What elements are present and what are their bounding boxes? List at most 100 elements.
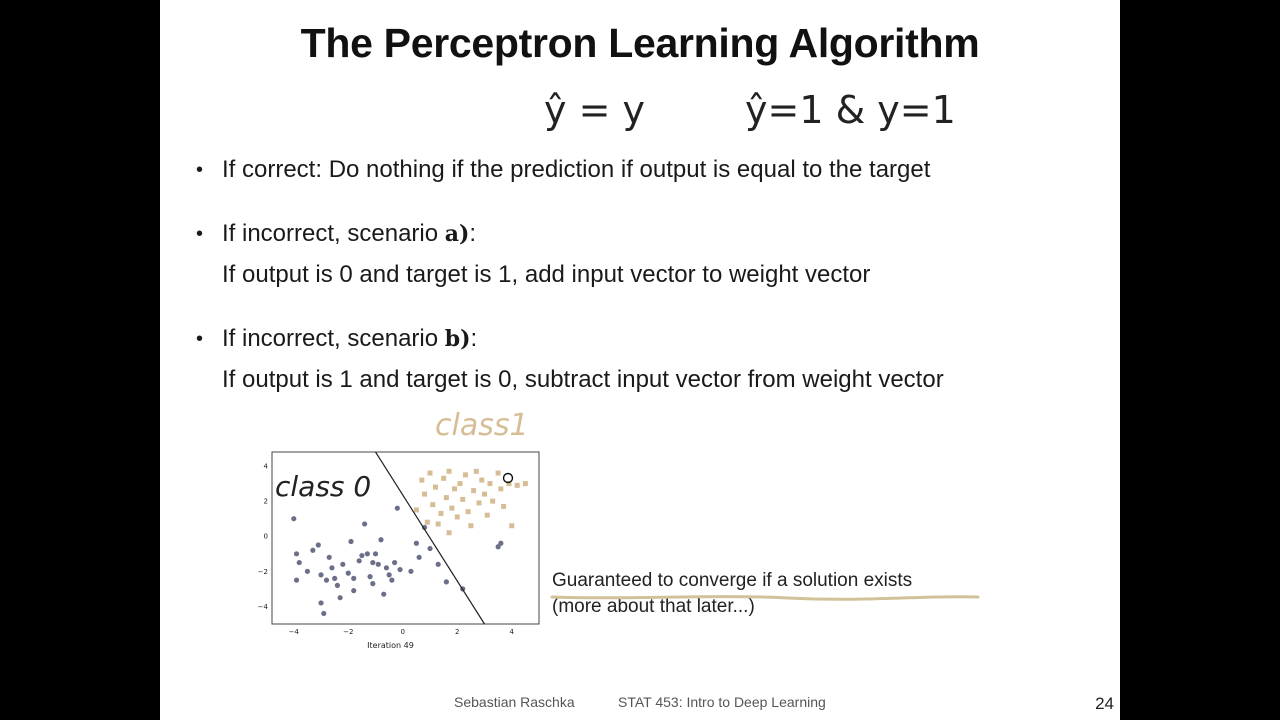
class1-point [506,481,512,487]
class1-point [465,509,471,515]
footer-author: Sebastian Raschka [454,694,575,710]
bullet-dot: • [196,223,204,245]
x-tick-label: −2 [343,628,353,636]
bullet-correct-text: If correct: Do nothing if the prediction… [222,156,931,183]
class0-point [326,554,332,560]
class0-point [389,577,395,583]
class0-point [291,516,297,522]
x-tick-label: −4 [289,628,300,636]
class0-point [413,540,419,546]
class1-point [427,470,433,476]
y-tick-label: 0 [264,533,268,541]
class0-point [318,572,324,578]
scatter-plot: −4 −2 0 2 4 −4 −2 0 2 4 Iteration 49 [258,451,540,650]
class0-point [416,554,422,560]
decision-boundary-line [375,451,486,625]
class0-point [362,521,368,527]
handwritten-underline [550,595,980,601]
bullet-incorrect-a-heading: If incorrect, scenario a): [222,220,476,248]
class0-point [372,551,379,557]
class0-point [427,545,433,552]
bullet-a-suffix: : [469,220,477,247]
convergence-note-line2: (more about that later...) [552,596,755,617]
class1-point [468,523,474,529]
bullet-dot: • [196,159,204,181]
class0-point [370,581,376,587]
class1-point [482,491,488,497]
handwritten-class0-label: class 0 [275,470,372,503]
class0-point [323,577,330,583]
class0-point [408,568,414,574]
class1-point [457,481,463,487]
class0-point [383,565,390,571]
class0-point [498,540,504,546]
class1-point [501,503,507,509]
class1-point [514,482,520,488]
bullet-incorrect-a-detail: If output is 0 and target is 1, add inpu… [222,261,871,288]
x-tick-label: 4 [510,628,515,636]
class0-point [397,566,403,573]
class0-point [421,524,428,531]
convergence-note-line1: Guaranteed to converge if a solution exi… [552,570,913,591]
highlighted-point-marker [502,472,514,484]
y-tick-label: −4 [258,603,269,611]
class0-point [332,575,338,581]
y-tick-label: −2 [258,568,268,576]
class1-point [446,468,452,474]
class1-point [432,484,438,490]
class0-point [356,558,362,564]
class0-point [329,565,335,571]
class0-point [321,610,327,617]
class0-point [310,547,316,553]
page-number: 24 [1095,694,1114,713]
class1-point [449,505,455,511]
class0-point [381,591,387,597]
class0-point [340,561,346,567]
class1-point [498,486,504,492]
class0-point [367,574,373,580]
class1-point [443,495,449,501]
bullet-a-prefix: If incorrect, scenario [222,220,445,247]
class0-point [337,595,343,601]
bullet-incorrect-b-detail: If output is 1 and target is 0, subtract… [222,366,944,393]
class0-point [293,577,300,583]
x-tick-label: 0 [401,628,405,636]
class1-point [419,477,425,483]
class1-point [430,502,436,508]
class1-point [471,488,477,494]
class1-point [473,468,479,474]
footer-course: STAT 453: Intro to Deep Learning [618,694,826,710]
class1-point [487,481,493,487]
plot-frame [271,451,540,625]
bullet-a-label: a) [444,221,470,247]
class0-point [392,559,398,566]
class1-point [422,491,428,497]
y-tick-label: 2 [264,498,268,506]
bullet-b-label: b) [444,326,471,352]
class0-point [334,582,340,588]
class1-point [484,512,490,518]
class0-point [435,561,441,567]
x-axis-label: Iteration 49 [367,641,414,650]
slide-title: The Perceptron Learning Algorithm [300,20,980,66]
class1-point [435,521,441,527]
convergence-note: Guaranteed to converge if a solution exi… [552,568,912,620]
class0-point [394,505,400,511]
handwritten-both-equal-one: ŷ=1 & y=1 [745,88,956,132]
class0-point [386,572,392,578]
class1-point [462,472,468,478]
class0-point [351,575,357,581]
class0-point [375,561,381,567]
class1-point [446,530,452,536]
class0-point [495,544,501,550]
y-tick-label: 4 [264,463,269,471]
class1-point [441,475,447,481]
class0-point [296,559,302,566]
class0-point [378,537,384,543]
class1-point [479,477,485,483]
class0-point [345,570,351,576]
class0-point [364,551,370,557]
x-tick-label: 2 [455,628,459,636]
class0-point [351,588,357,594]
class0-point [370,559,376,566]
